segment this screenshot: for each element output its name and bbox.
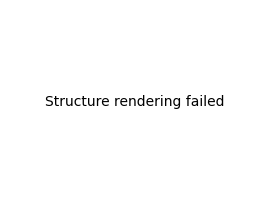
Text: Structure rendering failed: Structure rendering failed [45, 95, 224, 109]
